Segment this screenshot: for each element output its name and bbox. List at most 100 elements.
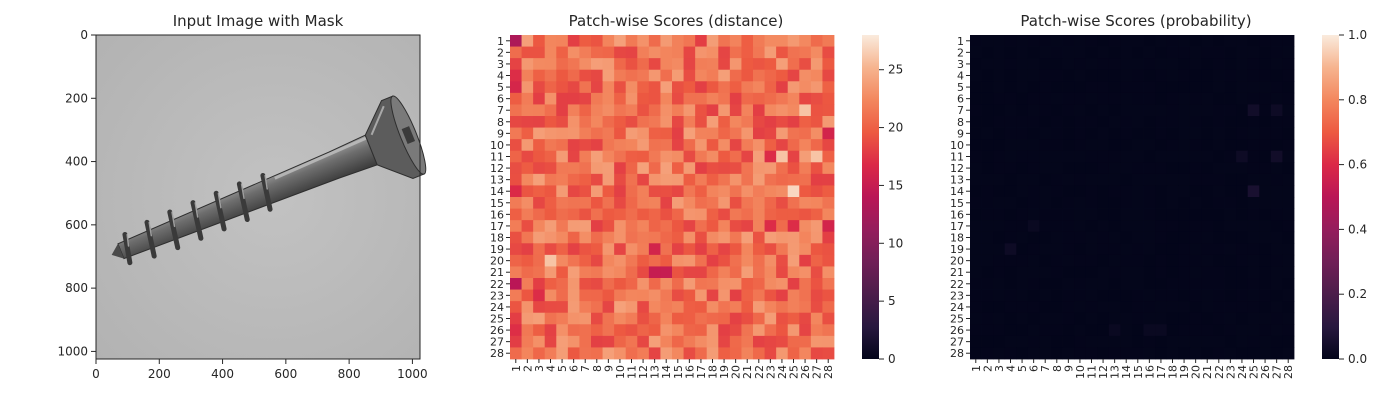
heatmap-cell — [1004, 254, 1017, 267]
heatmap-cell — [1247, 301, 1260, 314]
heatmap-cell — [637, 139, 650, 152]
heatmap-cell — [787, 116, 800, 128]
heatmap-cell — [591, 162, 603, 175]
heatmap-cell — [591, 278, 603, 290]
heatmap-cell — [753, 58, 765, 71]
heatmap-cell — [556, 81, 569, 94]
heatmap-cell — [1132, 185, 1144, 198]
x-tick-label: 400 — [211, 367, 234, 381]
heatmap-cell — [1027, 116, 1040, 128]
heatmap-cell — [683, 92, 696, 105]
heatmap-cell — [1132, 104, 1144, 117]
heatmap-cell — [764, 278, 777, 290]
heatmap-cell — [1039, 69, 1052, 82]
heatmap-cell — [533, 81, 546, 94]
heatmap-cell — [1259, 127, 1272, 140]
heatmap-cell — [1143, 173, 1156, 186]
heatmap-cell — [1247, 104, 1260, 117]
heatmap-cell — [614, 243, 627, 256]
heatmap-cell — [1236, 116, 1249, 128]
heatmap-cell — [1051, 162, 1063, 175]
heatmap-cell — [1062, 92, 1075, 105]
heatmap-cell — [764, 266, 777, 279]
heatmap-cell — [1132, 278, 1144, 290]
heatmap-cell — [753, 231, 765, 244]
heatmap-cell — [1051, 220, 1063, 233]
heatmap-cell — [1270, 69, 1283, 82]
heatmap-cell — [970, 312, 982, 325]
y-tick-label: 9 — [957, 127, 964, 140]
y-tick-label: 13 — [490, 174, 504, 187]
heatmap-cell — [1016, 116, 1029, 128]
heatmap-cell — [1166, 116, 1179, 128]
heatmap-cell — [1270, 289, 1283, 302]
heatmap-cell — [614, 185, 627, 198]
heatmap-cell — [567, 162, 580, 175]
heatmap-cell — [1247, 139, 1260, 152]
heatmap-cell — [1051, 81, 1063, 94]
heatmap-cell — [993, 312, 1006, 325]
heatmap-cell — [993, 231, 1006, 244]
heatmap-cell — [1039, 35, 1052, 47]
y-tick-label: 12 — [490, 162, 504, 175]
heatmap-cell — [729, 347, 742, 360]
heatmap-cell — [521, 312, 534, 325]
heatmap-cell — [614, 92, 627, 105]
heatmap-cell — [1282, 301, 1295, 314]
heatmap-cell — [660, 254, 673, 267]
heatmap-cell — [1282, 278, 1295, 290]
heatmap-cell — [741, 46, 754, 59]
heatmap-cell — [1236, 81, 1249, 94]
heatmap-cell — [510, 35, 522, 47]
heatmap-cell — [764, 46, 777, 59]
heatmap-cell — [1282, 162, 1295, 175]
heatmap-cell — [544, 46, 557, 59]
heatmap-cell — [695, 347, 708, 360]
heatmap-cell — [1270, 254, 1283, 267]
heatmap-cell — [614, 150, 627, 163]
heatmap-cell — [1004, 324, 1017, 337]
heatmap-cell — [591, 173, 603, 186]
heatmap-cell — [1085, 127, 1098, 140]
heatmap-cell — [1247, 208, 1260, 221]
heatmap-cell — [521, 185, 534, 198]
heatmap-cell — [1132, 301, 1144, 314]
heatmap-cell — [981, 289, 994, 302]
heatmap-cell — [1213, 301, 1225, 314]
colorbar-tick-label: 0.6 — [1348, 158, 1367, 172]
heatmap-cell — [672, 347, 684, 360]
heatmap-cell — [1039, 301, 1052, 314]
heatmap-cell — [1270, 185, 1283, 198]
heatmap-cell — [533, 243, 546, 256]
heatmap-cell — [660, 162, 673, 175]
heatmap-cell — [648, 301, 661, 314]
heatmap-cell — [741, 266, 754, 279]
heatmap-cell — [1224, 266, 1237, 279]
heatmap-cell — [672, 139, 684, 152]
heatmap-cell — [1166, 185, 1179, 198]
heatmap-cell — [741, 312, 754, 325]
heatmap-cell — [981, 243, 994, 256]
heatmap-cell — [1259, 150, 1272, 163]
x-tick-label: 24 — [776, 365, 789, 379]
heatmap-cell — [648, 139, 661, 152]
heatmap-cell — [521, 46, 534, 59]
heatmap-cell — [510, 266, 522, 279]
heatmap-cell — [810, 278, 823, 290]
heatmap-cell — [1132, 266, 1144, 279]
heatmap-cell — [510, 208, 522, 221]
heatmap-cell — [1236, 162, 1249, 175]
heatmap-cell — [1074, 81, 1087, 94]
heatmap-cell — [810, 231, 823, 244]
heatmap-cell — [602, 81, 615, 94]
heatmap-cell — [1132, 254, 1144, 267]
heatmap-cell — [1282, 127, 1295, 140]
heatmap-cell — [753, 266, 765, 279]
heatmap-cell — [521, 243, 534, 256]
heatmap-cell — [602, 46, 615, 59]
heatmap-cell — [1062, 289, 1075, 302]
heatmap-cell — [718, 104, 731, 117]
heatmap-cell — [1213, 162, 1225, 175]
heatmap-cell — [764, 243, 777, 256]
heatmap-cell — [706, 266, 719, 279]
